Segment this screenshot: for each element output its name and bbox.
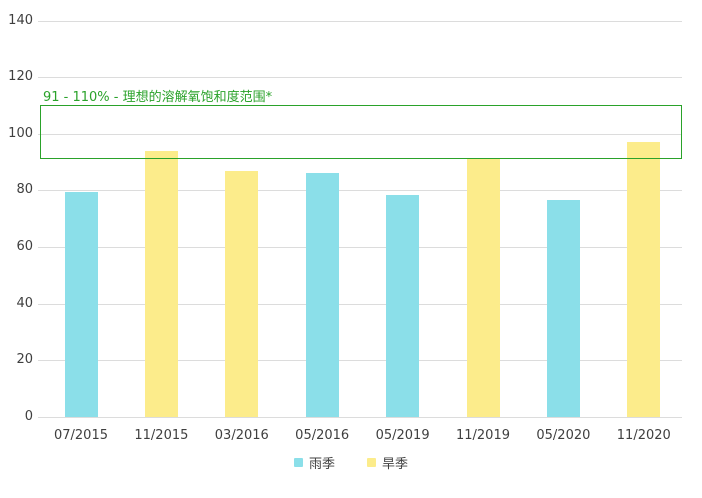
y-axis-tick-label: 60	[16, 239, 33, 255]
legend: 雨季 旱季	[0, 453, 702, 472]
gridline	[38, 77, 682, 79]
bar-雨季-05/2020[interactable]	[546, 200, 580, 417]
bar-雨季-07/2015[interactable]	[64, 191, 98, 417]
legend-label: 雨季	[308, 457, 335, 472]
y-axis-tick-label: 100	[8, 125, 33, 141]
x-axis-label: 05/2016	[295, 428, 350, 443]
ideal-range-box	[40, 105, 682, 160]
ideal-range-label: 91 - 110% - 理想的溶解氧饱和度范围*	[43, 90, 273, 105]
y-axis-tick-label: 20	[16, 352, 33, 368]
bar-旱季-11/2019[interactable]	[466, 159, 500, 417]
legend-swatch	[367, 458, 376, 467]
bar-旱季-03/2016[interactable]	[225, 170, 259, 417]
y-axis-tick-label: 0	[24, 409, 33, 424]
bar-旱季-11/2015[interactable]	[144, 150, 178, 417]
x-axis-label: 05/2019	[375, 428, 430, 443]
gridline	[38, 247, 682, 249]
legend-item-旱季[interactable]: 旱季	[367, 453, 408, 472]
x-axis-label: 11/2020	[616, 428, 671, 443]
legend-swatch	[293, 458, 303, 467]
bar-雨季-05/2019[interactable]	[386, 194, 420, 417]
x-axis-label: 11/2015	[134, 428, 189, 443]
bar-旱季-11/2020[interactable]	[627, 142, 661, 417]
y-axis-tick-label: 40	[16, 295, 33, 311]
gridline	[38, 360, 682, 362]
x-axis-label: 07/2015	[53, 428, 108, 443]
x-axis-label: 05/2020	[536, 428, 591, 443]
gridline	[38, 190, 682, 192]
y-axis-tick-label: 80	[16, 182, 33, 198]
gridline	[38, 133, 682, 135]
x-axis-label: 11/2019	[455, 428, 510, 443]
legend-label: 旱季	[382, 457, 409, 472]
y-axis-tick-label: 140	[8, 12, 33, 28]
bar-雨季-05/2016[interactable]	[305, 173, 339, 417]
legend-item-雨季[interactable]: 雨季	[293, 453, 335, 472]
gridline	[38, 417, 682, 418]
gridline	[38, 303, 682, 305]
gridline	[38, 20, 682, 22]
y-axis-tick-label: 120	[8, 69, 33, 85]
x-axis-label: 03/2016	[214, 428, 269, 443]
